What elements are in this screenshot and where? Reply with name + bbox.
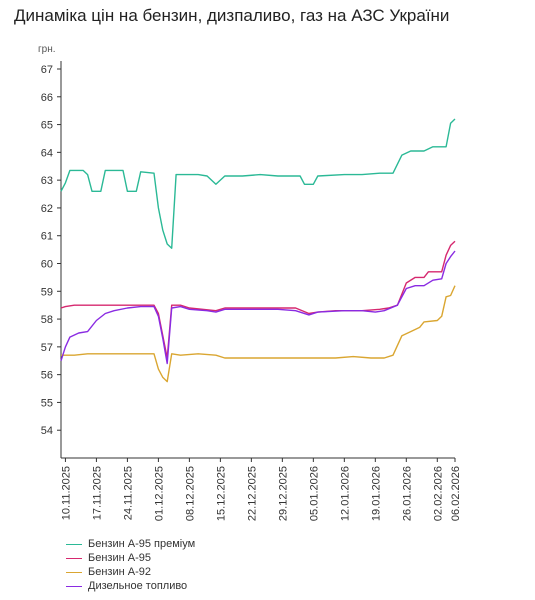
legend-swatch <box>66 571 82 573</box>
x-tick-label: 08.12.2025 <box>184 466 196 521</box>
x-tick-label: 22.12.2025 <box>246 466 258 521</box>
y-tick-label: 55 <box>41 397 53 409</box>
x-tick-label: 17.11.2025 <box>91 466 103 520</box>
y-axis-unit-label: грн. <box>38 44 56 55</box>
y-tick-label: 66 <box>41 92 53 104</box>
x-tick-label: 02.02.2026 <box>432 466 444 521</box>
x-tick-label: 26.01.2026 <box>401 466 413 521</box>
legend-item-3: Бензин А-92 <box>66 565 195 579</box>
series-line-1 <box>60 118 456 249</box>
legend-item-4: Дизельное топливо <box>66 579 195 593</box>
x-tick-label: 19.01.2026 <box>370 466 382 521</box>
y-tick-label: 56 <box>41 370 53 382</box>
legend-swatch <box>66 585 82 587</box>
legend-label: Бензин А-92 <box>88 566 151 578</box>
x-tick-label: 10.11.2025 <box>60 466 72 520</box>
x-tick-label: 12.01.2026 <box>339 466 351 521</box>
line-chart: грн. 54 55 56 57 58 59 60 61 62 63 64 65 66 67 10.11.20… <box>38 44 462 521</box>
x-tick-label: 06.02.2026 <box>450 466 462 521</box>
y-tick-label: 58 <box>41 314 53 326</box>
y-tick-label: 65 <box>41 120 53 132</box>
chart-legend: Бензин А-95 преміум Бензин А-95 Бензин А-9… <box>66 537 195 593</box>
y-tick-label: 61 <box>41 231 53 243</box>
series-line-4 <box>60 250 456 365</box>
x-tick-label: 01.12.2025 <box>153 466 165 521</box>
y-tick-label: 59 <box>41 286 53 298</box>
chart-title: Динаміка цін на бензин, дизпаливо, газ н… <box>14 6 450 25</box>
y-tick-label: 54 <box>41 425 53 437</box>
legend-label: Бензин А-95 <box>88 552 151 564</box>
legend-swatch <box>66 557 82 559</box>
series-line-2 <box>60 240 456 359</box>
x-tick-label: 15.12.2025 <box>215 466 227 521</box>
x-tick-label: 24.11.2025 <box>122 466 134 520</box>
y-tick-label: 60 <box>41 259 53 271</box>
y-tick-label: 67 <box>41 64 53 76</box>
x-tick-label: 05.01.2026 <box>308 466 320 521</box>
legend-label: Бензин А-95 преміум <box>88 538 196 550</box>
y-tick-label: 63 <box>41 175 53 187</box>
legend-swatch <box>66 543 82 545</box>
legend-item-2: Бензин А-95 <box>66 551 195 565</box>
series-line-3 <box>61 285 456 383</box>
y-tick-label: 62 <box>41 203 53 215</box>
legend-label: Дизельное топливо <box>88 580 188 592</box>
y-tick-label: 57 <box>41 342 53 354</box>
y-tick-label: 64 <box>41 147 53 159</box>
x-tick-label: 29.12.2025 <box>277 466 289 521</box>
legend-item-1: Бензин А-95 преміум <box>66 537 195 551</box>
